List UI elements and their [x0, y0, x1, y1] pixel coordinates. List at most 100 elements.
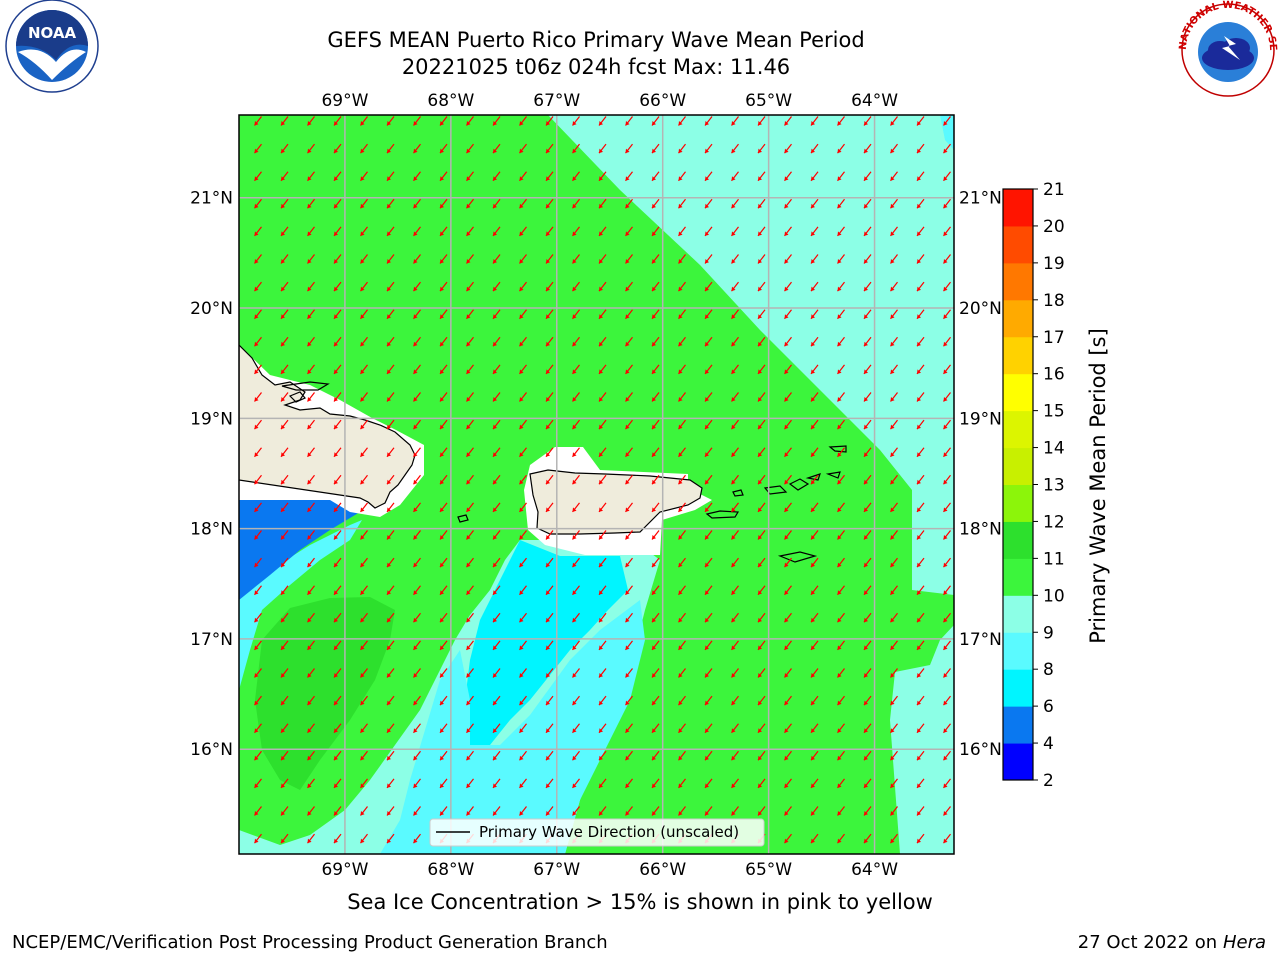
- period-band-4-6: [239, 500, 360, 600]
- nws-logo: NATIONAL WEATHER SERVICE: [1176, 0, 1278, 97]
- direction-arrow: [545, 171, 554, 182]
- direction-arrow: [916, 695, 925, 706]
- direction-arrow: [863, 750, 872, 761]
- direction-arrow: [386, 364, 395, 375]
- direction-arrow: [519, 116, 527, 126]
- direction-arrow: [545, 309, 554, 320]
- direction-arrow: [651, 750, 660, 761]
- direction-arrow: [280, 833, 289, 844]
- direction-arrow: [943, 336, 951, 347]
- direction-arrow: [333, 530, 342, 540]
- direction-arrow: [731, 281, 739, 292]
- period-band-west-cyan: [239, 520, 362, 690]
- direction-arrow: [810, 723, 819, 734]
- direction-arrow: [545, 419, 554, 430]
- direction-arrow: [784, 171, 792, 182]
- direction-arrow: [837, 226, 845, 237]
- direction-arrow: [863, 806, 872, 816]
- direction-arrow: [651, 419, 660, 430]
- direction-arrow: [731, 226, 739, 237]
- direction-arrow: [598, 171, 607, 182]
- direction-arrow: [333, 585, 342, 596]
- direction-arrow: [466, 309, 474, 320]
- direction-arrow: [598, 612, 607, 623]
- direction-arrow: [704, 309, 713, 320]
- footer-date: 27 Oct 2022 on Hera: [1078, 932, 1266, 953]
- direction-arrow: [519, 392, 527, 402]
- direction-arrow: [545, 336, 554, 347]
- direction-arrow: [519, 364, 527, 375]
- direction-arrow: [413, 695, 421, 706]
- direction-arrow: [545, 723, 554, 734]
- direction-arrow: [731, 336, 739, 347]
- direction-arrow: [333, 392, 342, 402]
- direction-arrow: [863, 668, 872, 678]
- direction-arrow: [492, 502, 501, 513]
- direction-arrow: [837, 336, 845, 347]
- direction-arrow: [731, 364, 739, 375]
- direction-arrow: [439, 474, 448, 485]
- direction-arrow: [678, 640, 686, 651]
- direction-arrow: [863, 254, 872, 264]
- direction-arrow: [360, 392, 368, 402]
- direction-arrow: [678, 226, 686, 237]
- direction-arrow: [307, 723, 315, 734]
- direction-arrow: [466, 612, 474, 623]
- direction-arrow: [810, 364, 819, 375]
- colorbar-segment: [1003, 189, 1033, 227]
- lat-tick-label-left: 16°N: [190, 740, 233, 760]
- direction-arrow: [784, 474, 792, 485]
- direction-arrow: [280, 116, 289, 126]
- direction-arrow: [545, 530, 554, 540]
- direction-arrow: [519, 143, 527, 154]
- colorbar-segment: [1003, 262, 1033, 301]
- direction-arrow: [625, 281, 633, 292]
- direction-arrow: [307, 254, 315, 264]
- colorbar-tick-label: 14: [1043, 439, 1065, 459]
- direction-arrow: [890, 116, 898, 126]
- direction-arrow: [280, 309, 289, 320]
- colorbar-tick-label: 12: [1043, 512, 1065, 532]
- direction-arrow: [625, 474, 633, 485]
- direction-arrow: [307, 557, 315, 568]
- direction-arrow: [863, 143, 872, 154]
- direction-arrow: [625, 695, 633, 706]
- direction-arrow: [545, 254, 554, 264]
- direction-arrow: [519, 336, 527, 347]
- direction-arrow: [704, 668, 713, 678]
- direction-arrow: [943, 778, 951, 789]
- direction-arrow: [572, 116, 580, 126]
- direction-arrow: [810, 116, 819, 126]
- direction-arrow: [307, 336, 315, 347]
- direction-arrow: [863, 474, 872, 485]
- direction-arrow: [439, 668, 448, 678]
- direction-arrow: [439, 364, 448, 375]
- direction-arrow: [545, 447, 554, 458]
- direction-arrow: [254, 198, 262, 209]
- colorbar-tick-label: 13: [1043, 476, 1065, 496]
- direction-arrow: [757, 336, 766, 347]
- direction-arrow: [360, 309, 368, 320]
- direction-arrow: [625, 198, 633, 209]
- direction-arrow: [704, 806, 713, 816]
- direction-arrow: [545, 198, 554, 209]
- direction-arrow: [810, 309, 819, 320]
- direction-arrow: [545, 364, 554, 375]
- direction-arrow: [466, 281, 474, 292]
- direction-arrow: [307, 116, 315, 126]
- direction-arrow: [360, 474, 368, 485]
- direction-arrow: [784, 254, 792, 264]
- direction-arrow: [837, 695, 845, 706]
- direction-arrow: [466, 254, 474, 264]
- direction-arrow: [492, 530, 501, 540]
- direction-arrow: [837, 143, 845, 154]
- direction-arrow: [916, 806, 925, 816]
- direction-arrow: [466, 585, 474, 596]
- direction-arrow: [943, 143, 951, 154]
- direction-arrow: [492, 695, 501, 706]
- direction-arrow: [704, 336, 713, 347]
- direction-arrow: [704, 723, 713, 734]
- direction-arrow: [439, 226, 448, 237]
- direction-arrow: [757, 254, 766, 264]
- direction-arrow: [307, 833, 315, 844]
